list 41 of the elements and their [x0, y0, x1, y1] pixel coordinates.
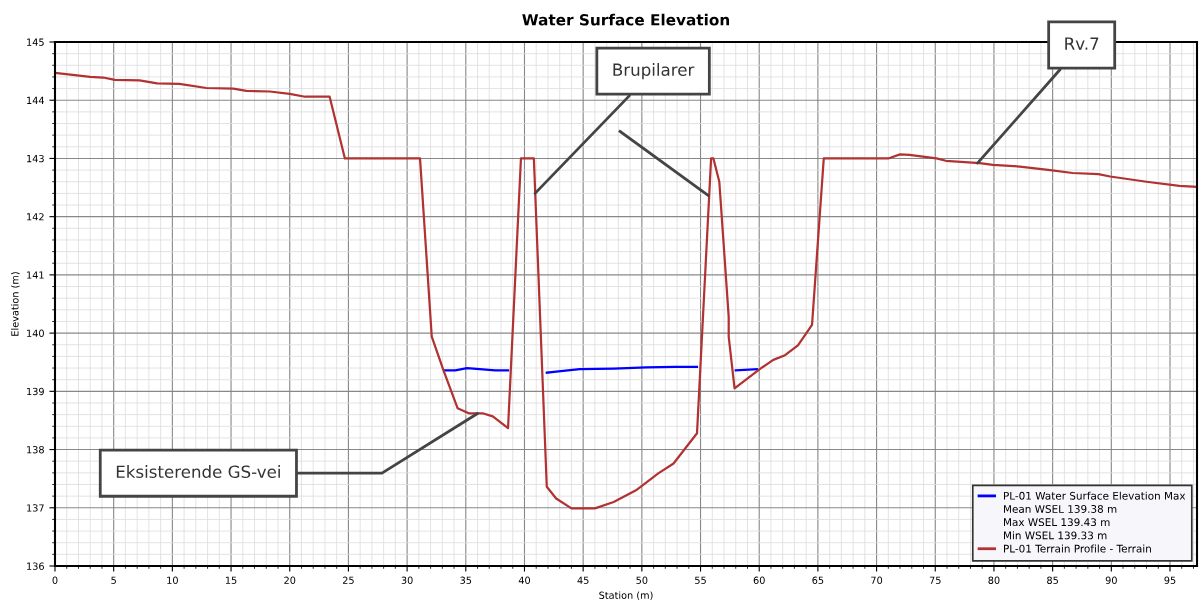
y-axis-title: Elevation (m)	[11, 272, 20, 336]
x-tick-label: 80	[988, 576, 1000, 584]
y-tick-label: 142	[27, 213, 44, 221]
annotation: Rv.7	[1065, 37, 1099, 50]
x-tick-label: 50	[636, 576, 648, 584]
x-tick-label: 0	[52, 576, 58, 584]
x-tick-label: 85	[1047, 576, 1058, 584]
y-tick-label: 137	[27, 504, 44, 512]
x-tick-label: 65	[812, 576, 824, 584]
x-tick-label: 5	[111, 576, 116, 584]
x-tick-label: 30	[401, 576, 413, 584]
y-tick-label: 136	[27, 562, 44, 570]
y-tick-label: 144	[27, 96, 45, 104]
y-tick-label: 139	[27, 387, 44, 396]
x-tick-label: 40	[518, 576, 531, 584]
legend-label: PL-01 Water Surface Elevation Max	[1004, 491, 1186, 500]
chart-title: Water Surface Elevation	[522, 13, 730, 26]
x-axis-title: Station (m)	[599, 591, 653, 601]
y-tick-label: 143	[27, 154, 44, 163]
x-tick-label: 35	[460, 576, 472, 584]
annotation: Eksisterende GS-vei	[116, 465, 280, 479]
x-tick-label: 10	[167, 576, 178, 584]
x-tick-label: 60	[753, 576, 765, 584]
x-tick-label: 45	[577, 576, 589, 584]
annotation: Brupilarer	[613, 63, 695, 80]
legend-label: PL-01 Terrain Profile - Terrain	[1004, 544, 1151, 553]
y-tick-label: 140	[27, 329, 44, 337]
x-tick-label: 90	[1105, 576, 1117, 584]
x-tick-label: 55	[695, 576, 706, 584]
x-tick-label: 20	[284, 576, 296, 584]
x-tick-label: 70	[871, 576, 883, 584]
annotation: Min WSEL 139.33 m	[1004, 531, 1107, 540]
x-tick-label: 75	[929, 576, 941, 584]
x-tick-label: 25	[342, 576, 354, 584]
annotation: Max WSEL 139.43 m	[1004, 518, 1110, 527]
annotation: Mean WSEL 139.38 m	[1004, 505, 1117, 513]
y-tick-label: 141	[27, 271, 44, 279]
x-tick-label: 15	[225, 576, 237, 584]
y-tick-label: 138	[27, 446, 44, 454]
y-tick-label: 145	[27, 38, 44, 46]
x-tick-label: 95	[1164, 576, 1176, 584]
